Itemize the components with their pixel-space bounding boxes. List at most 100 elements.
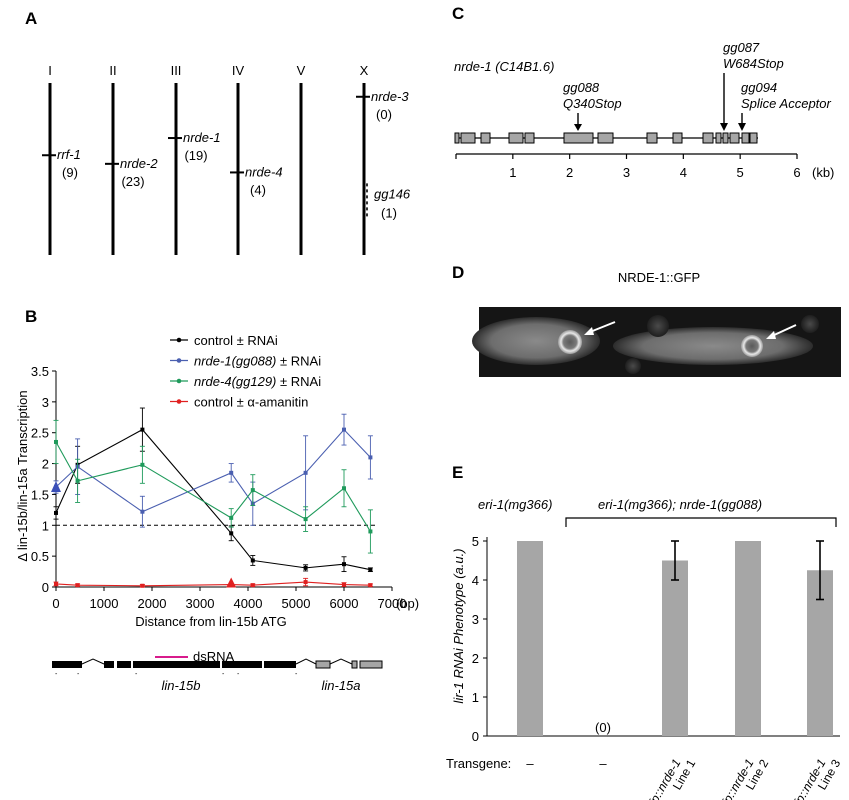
e-bar-label-1: –: [599, 756, 607, 771]
legend-entry-0: control ± RNAi: [194, 333, 278, 348]
arrow-nucleus-right-head: [766, 331, 776, 339]
exon-13: [729, 132, 740, 144]
panel-b-x-unit: (bp): [396, 596, 419, 611]
exon-9: [672, 132, 683, 144]
b-x-tick-label: 5000: [282, 596, 311, 611]
panel-b-x-axis-label: Distance from lin-15b ATG: [135, 614, 286, 629]
exon-14: [741, 132, 750, 144]
b-data-point: [229, 515, 234, 520]
group-eri-1-label: eri-1(mg366): [478, 497, 552, 512]
b-data-point: [250, 558, 255, 563]
locus-rrf-1-count: (9): [62, 165, 78, 180]
kb-tick-label-6: 6: [793, 165, 800, 180]
cell-right: [613, 327, 813, 365]
b-x-tick-label: 0: [52, 596, 59, 611]
legend-swatch-dot-3: [176, 399, 182, 404]
b-series-line-1: [55, 428, 371, 513]
locus-nrde-2-count: (23): [121, 174, 144, 189]
e-y-tick-label: 3: [472, 612, 479, 627]
b-data-point: [140, 509, 145, 514]
allele-gg094-name: gg094: [741, 80, 777, 95]
b-y-tick-label: 0: [42, 580, 49, 595]
e-y-tick-label: 4: [472, 573, 479, 588]
panel-b-chart: 0 0.5 1 1.5 2 2.5 3 3.5 0 1000 2000 3000 4000 5000 600…: [31, 364, 407, 611]
nucleus-right: [741, 335, 763, 357]
b-y-tick-label: 1.5: [31, 487, 49, 502]
e-y-tick-label: 2: [472, 651, 479, 666]
exon-5: [524, 132, 535, 144]
locus-nrde-4-count: (4): [250, 182, 266, 197]
dsrna-label: dsRNA: [193, 649, 235, 664]
background-blob-2: [801, 315, 819, 333]
chromosome-label-II: II: [109, 63, 116, 78]
b-data-point: [140, 462, 145, 467]
arrow-nucleus-left-head: [584, 327, 594, 335]
panel-d: D NRDE-1::GFP: [452, 263, 841, 377]
b-data-point: [54, 510, 58, 515]
panel-c-label: C: [452, 4, 464, 23]
b-data-point: [303, 470, 308, 475]
panel-b-label: B: [25, 307, 37, 326]
svg-text:-: -: [295, 671, 298, 678]
exon-11: [715, 132, 722, 144]
legend-swatch-dot-0: [176, 337, 182, 343]
e-bar-label-0: –: [526, 756, 534, 771]
locus-gg146-count: (1): [381, 205, 397, 220]
locus-nrde-2-label: nrde-2: [120, 156, 158, 171]
legend-entry-3: control ± α-amanitin: [194, 395, 308, 410]
svg-text:-: -: [237, 671, 240, 678]
transgene-label: Transgene:: [446, 756, 511, 771]
locus-nrde-1-label: nrde-1: [183, 130, 221, 145]
exon-2: [460, 132, 476, 144]
b-series-line-0: [55, 428, 371, 571]
b-data-point: [140, 583, 145, 588]
b-x-tick-label: 7000: [378, 596, 407, 611]
legend-entry-genotype-2: nrde-4(gg129): [194, 374, 276, 389]
b-data-point: [250, 488, 255, 493]
group-eri-1-nrde-1-label: eri-1(mg366); nrde-1(gg088): [598, 497, 762, 512]
arrow-gg094-head: [738, 123, 746, 131]
locus-nrde-4-label: nrde-4: [245, 164, 283, 179]
legend-entry-rest-1: ± RNAi: [276, 354, 321, 369]
b-data-point: [54, 439, 58, 444]
svg-text:-: -: [55, 671, 58, 678]
exon-10: [702, 132, 714, 144]
locus-gg146-label: gg146: [374, 186, 411, 201]
e-bar-3: [735, 541, 761, 736]
kb-tick-label-5: 5: [737, 165, 744, 180]
exon-1: [454, 132, 460, 144]
b-data-point: [303, 517, 308, 522]
e-y-tick-label: 5: [472, 534, 479, 549]
panel-a-label: A: [25, 9, 37, 28]
b-data-point: [75, 583, 80, 588]
b-data-point: [54, 581, 58, 586]
chromosome-label-IV: IV: [232, 63, 245, 78]
b-data-point: [229, 470, 234, 475]
legend-entry-genotype-1: nrde-1(gg088): [194, 354, 276, 369]
panel-e-y-axis-label: lir-1 RNAi Phenotype (a.u.): [451, 548, 466, 703]
b-x-tick-label: 6000: [330, 596, 359, 611]
b-marker-triangle-red: [226, 577, 237, 588]
b-data-point: [368, 529, 373, 534]
e-bar-label-4: gfp::nrde-1Line 3: [787, 750, 843, 800]
e-y-tick-label: 1: [472, 690, 479, 705]
b-data-point: [303, 565, 308, 570]
locus-nrde-3-count: (0): [376, 107, 392, 122]
group-bracket: [565, 517, 837, 527]
background-blob-3: [625, 358, 641, 374]
e-bar-2: [662, 560, 688, 736]
b-series-line-3: [55, 581, 371, 587]
b-x-tick-label: 3000: [186, 596, 215, 611]
exon-12: [722, 132, 729, 144]
allele-gg094-effect: Splice Acceptor: [741, 96, 832, 111]
b-data-point: [303, 580, 308, 585]
b-data-point: [75, 478, 80, 483]
panel-d-title: NRDE-1::GFP: [618, 270, 700, 285]
arrow-nucleus-right-shaft: [771, 324, 797, 337]
panel-e-y-axis-label-text: lir-1 RNAi Phenotype (a.u.): [451, 548, 466, 703]
b-x-tick-label: 1000: [90, 596, 119, 611]
chromosome-label-X: X: [360, 63, 369, 78]
chromosome-label-I: I: [48, 63, 52, 78]
